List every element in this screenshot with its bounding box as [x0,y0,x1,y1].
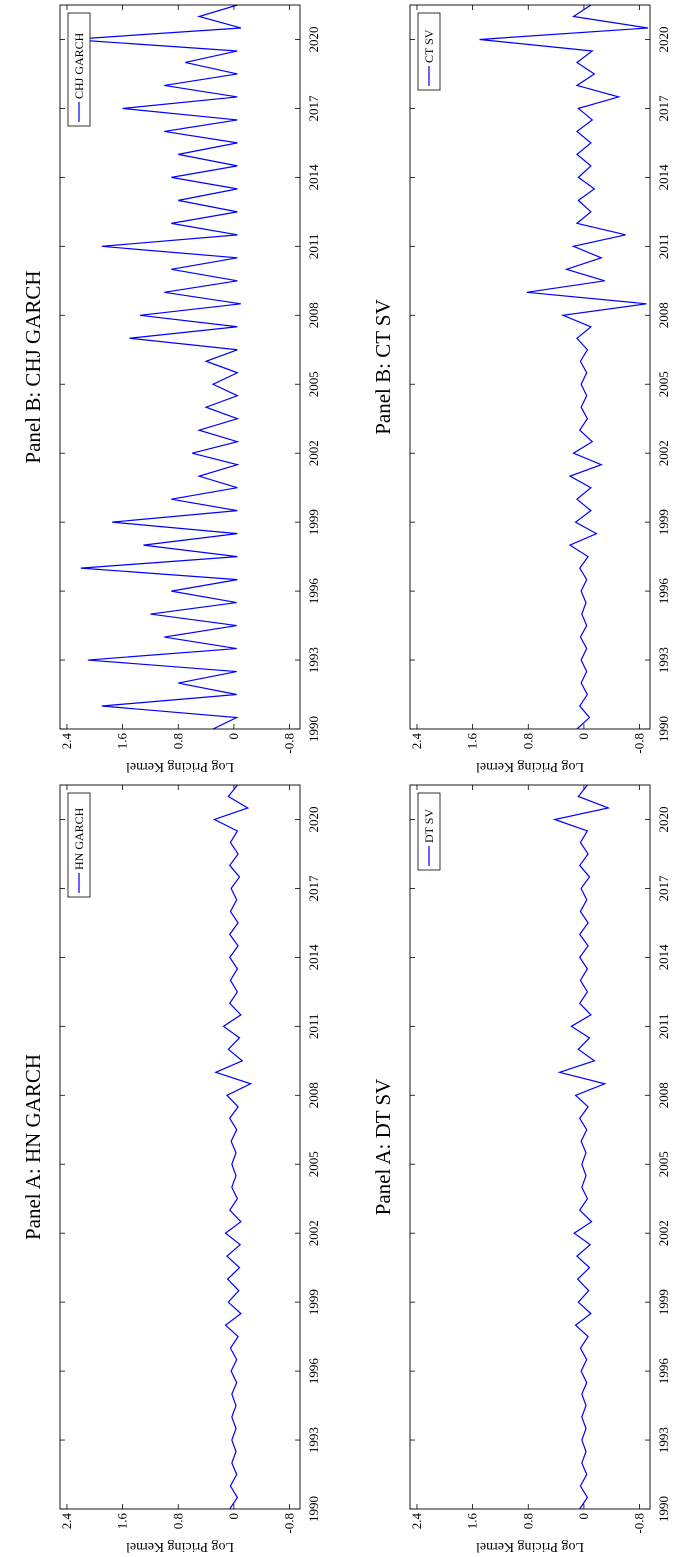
x-tick-label: 2002 [656,440,671,466]
chart-title: Panel A: HN GARCH [21,1054,45,1240]
chart-panel: Panel B: CHJ GARCH Log Pricing Kernel 1990… [21,4,321,774]
y-tick-label: 2.4 [59,1513,74,1530]
y-tick-label: 0 [576,1513,591,1520]
y-tick-label: -0.8 [632,733,647,754]
plot-frame [59,784,301,1510]
x-tick-label: 2005 [656,1151,671,1177]
x-tick-label: 1996 [656,1358,671,1385]
data-line [70,5,242,729]
x-tick-label: 1996 [306,1358,321,1385]
legend-box [417,12,441,91]
x-tick-label: 1993 [306,1427,321,1453]
y-tick-label: 0.8 [520,1513,535,1529]
x-tick-label: 2020 [656,806,671,832]
y-axis-label: Log Pricing Kernel [126,1539,234,1554]
x-tick-label: 1990 [306,1496,321,1522]
x-tick-label: 2011 [306,1014,321,1040]
y-tick-label: 2.4 [409,733,424,750]
x-tick-label: 2002 [306,1220,321,1246]
x-tick-label: 1993 [656,1427,671,1453]
chart-title: Panel A: DT SV [371,1079,395,1216]
x-tick-label: 2011 [306,234,321,260]
x-tick-label: 2011 [656,234,671,260]
x-tick-label: 2017 [306,875,321,902]
legend-label: CHJ GARCH [72,32,86,99]
x-tick-label: 1996 [656,578,671,605]
x-tick-label: 1999 [306,1289,321,1315]
y-tick-label: 1.6 [465,1513,480,1530]
y-tick-label: 0 [576,733,591,740]
plot-frame [59,4,301,730]
x-tick-label: 1999 [656,1289,671,1315]
x-tick-label: 2008 [656,302,671,328]
y-tick-label: -0.8 [282,733,297,754]
y-tick-label: 0 [226,1513,241,1520]
x-tick-label: 2017 [306,95,321,122]
x-tick-label: 2020 [306,26,321,52]
y-tick-label: 1.6 [115,733,130,750]
x-tick-label: 2002 [656,1220,671,1246]
x-tick-label: 2020 [656,26,671,52]
y-tick-label: 1.6 [465,733,480,750]
legend-label: DT SV [422,809,436,843]
chart-title: Panel B: CHJ GARCH [21,270,45,463]
plot-frame [409,4,651,730]
x-tick-label: 2014 [656,944,671,971]
y-tick-label: 2.4 [59,733,74,750]
data-line [212,785,253,1509]
legend-box [417,792,441,871]
x-tick-label: 1990 [306,716,321,742]
x-tick-label: 2005 [306,1151,321,1177]
x-tick-label: 1999 [306,509,321,535]
y-tick-label: -0.8 [282,1513,297,1534]
x-tick-label: 1990 [656,716,671,742]
x-tick-label: 2005 [656,371,671,397]
legend-label: HN GARCH [72,807,86,870]
legend-box [67,12,91,127]
x-tick-label: 2008 [306,1082,321,1108]
x-tick-label: 1993 [306,647,321,673]
x-tick-label: 2014 [306,164,321,191]
x-tick-label: 1999 [656,509,671,535]
chart-panel: Panel B: CT SV Log Pricing Kernel 1990 1993… [371,4,671,774]
x-tick-label: 2020 [306,806,321,832]
y-tick-label: 0.8 [520,733,535,749]
y-tick-label: -0.8 [632,1513,647,1534]
y-tick-label: 2.4 [409,1513,424,1530]
chart-panel: Panel A: HN GARCH Log Pricing Kernel 1990 1… [21,784,321,1554]
x-tick-label: 2017 [656,875,671,902]
y-tick-label: 0 [226,733,241,740]
x-tick-label: 2005 [306,371,321,397]
chart-title: Panel B: CT SV [371,299,395,435]
x-tick-label: 1996 [306,578,321,605]
x-tick-label: 2008 [656,1082,671,1108]
x-tick-label: 1993 [656,647,671,673]
x-tick-label: 2002 [306,440,321,466]
plot-frame [409,784,651,1510]
x-tick-label: 2014 [306,944,321,971]
legend-label: CT SV [422,29,436,63]
y-tick-label: 1.6 [115,1513,130,1530]
x-tick-label: 2008 [306,302,321,328]
x-tick-label: 1990 [656,1496,671,1522]
x-tick-label: 2017 [656,95,671,122]
chart-panel: Panel A: DT SV Log Pricing Kernel 1990 1993… [371,784,671,1554]
x-tick-label: 2014 [656,164,671,191]
y-tick-label: 0.8 [170,733,185,749]
data-line [552,785,611,1509]
legend-box [67,792,91,898]
data-line [479,5,649,729]
y-axis-label: Log Pricing Kernel [126,759,234,774]
y-tick-label: 0.8 [170,1513,185,1529]
x-tick-label: 2011 [656,1014,671,1040]
y-axis-label: Log Pricing Kernel [476,1539,584,1554]
y-axis-label: Log Pricing Kernel [476,759,584,774]
